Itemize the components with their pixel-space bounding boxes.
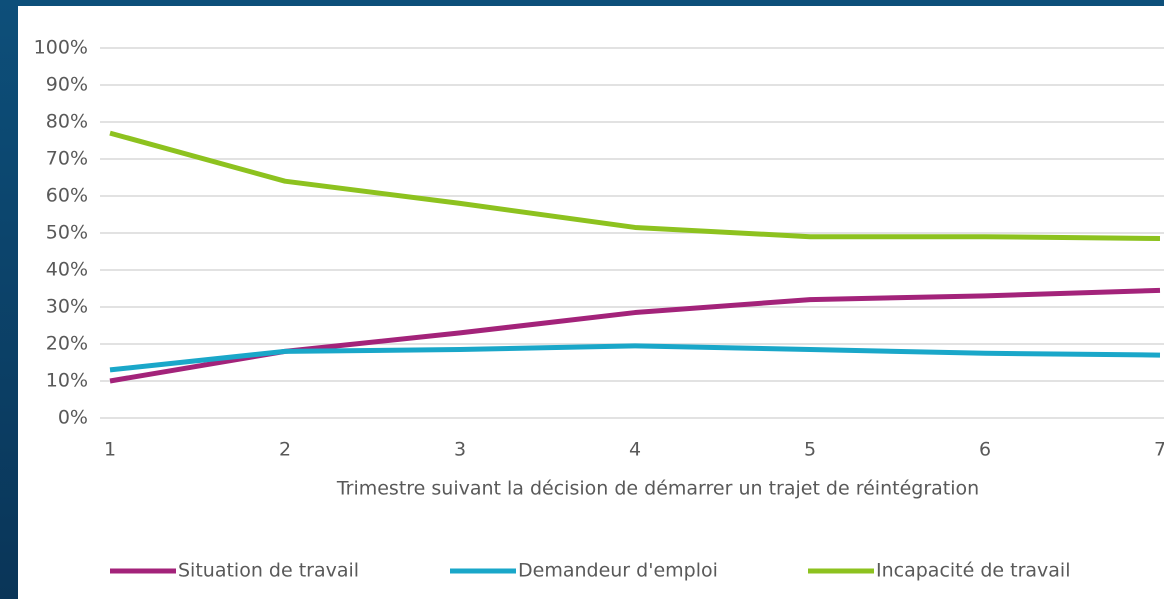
x-tick-label: 4: [629, 439, 641, 461]
x-tick-label: 5: [804, 439, 816, 461]
y-tick-label: 20%: [46, 333, 88, 355]
y-tick-label: 0%: [58, 407, 88, 429]
y-tick-label: 90%: [46, 74, 88, 96]
series-line: [109, 130, 1161, 242]
x-tick-label: 3: [454, 439, 466, 461]
legend-label: Demandeur d'emploi: [518, 560, 718, 582]
y-tick-label: 50%: [46, 222, 88, 244]
y-tick-label: 60%: [46, 185, 88, 207]
y-tick-label: 80%: [46, 111, 88, 133]
y-tick-label: 30%: [46, 296, 88, 318]
y-tick-label: 70%: [46, 148, 88, 170]
series-line: [109, 343, 1161, 373]
chart-panel: [18, 6, 1164, 599]
y-tick-label: 100%: [34, 37, 88, 59]
x-tick-label: 1: [104, 439, 116, 461]
legend-label: Incapacité de travail: [876, 560, 1070, 582]
y-tick-label: 40%: [46, 259, 88, 281]
x-tick-label: 7: [1154, 439, 1164, 461]
x-tick-label: 6: [979, 439, 991, 461]
y-tick-label: 10%: [46, 370, 88, 392]
x-tick-label: 2: [279, 439, 291, 461]
legend-label: Situation de travail: [178, 560, 359, 582]
x-axis-label: Trimestre suivant la décision de démarre…: [336, 478, 979, 500]
